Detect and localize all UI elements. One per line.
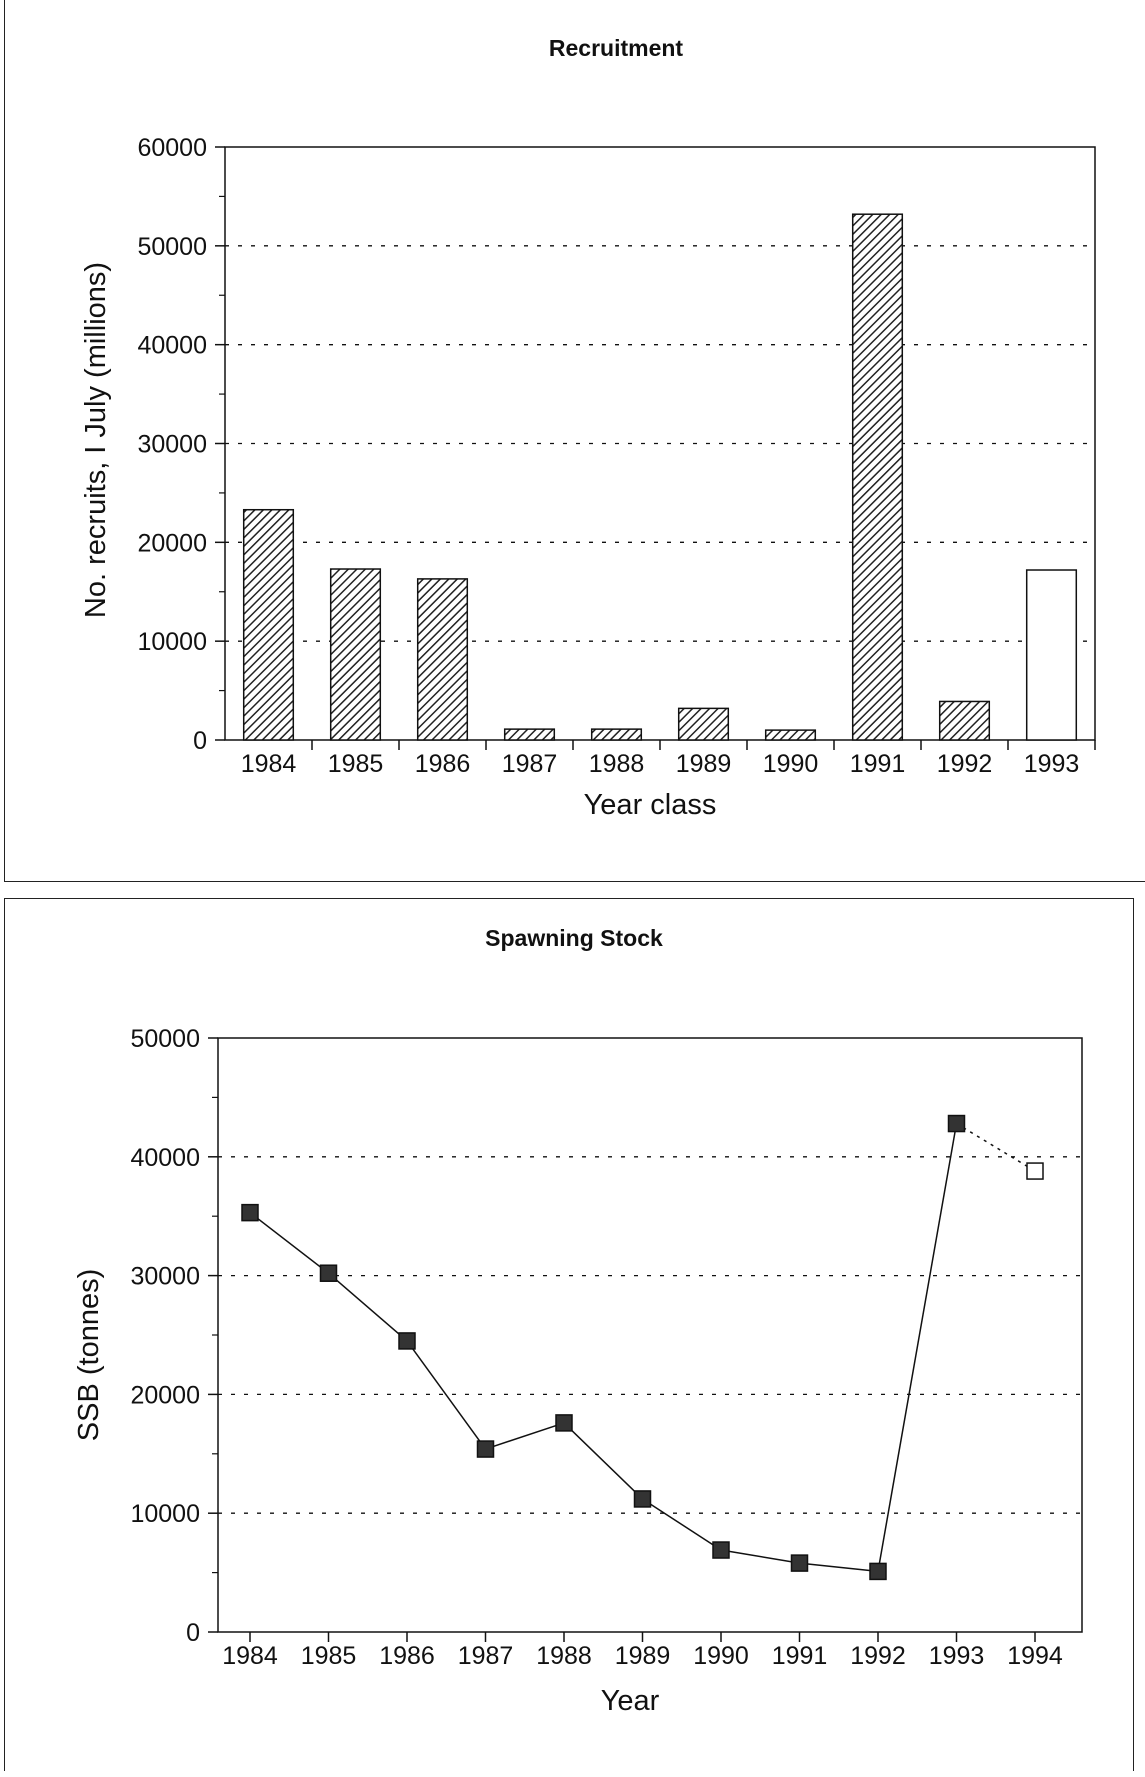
recruitment-x-tick-label: 1993 (1024, 750, 1080, 778)
recruitment-x-tick-label: 1992 (937, 750, 993, 778)
spawning-stock-x-axis-label: Year (601, 1685, 660, 1717)
spawning-stock-point (869, 1562, 887, 1581)
spawning-stock-y-tick-label: 40000 (130, 1144, 200, 1172)
recruitment-x-tick-label: 1989 (676, 750, 732, 778)
recruitment-bar (938, 700, 991, 741)
recruitment-bar (677, 707, 730, 741)
recruitment-bar (503, 728, 556, 741)
spawning-stock-point (790, 1554, 809, 1572)
spawning-stock-line-segment (720, 1549, 800, 1564)
recruitment-bar (851, 213, 904, 741)
recruitment-y-tick-label: 10000 (137, 628, 207, 656)
recruitment-y-tick-label: 50000 (137, 233, 207, 261)
recruitment-y-tick-label: 60000 (137, 134, 207, 162)
spawning-stock-x-tick-label: 1990 (693, 1642, 749, 1670)
spawning-stock-line-segment (563, 1422, 644, 1500)
recruitment-x-axis-label: Year class (584, 789, 717, 821)
spawning-stock-point (712, 1541, 730, 1559)
recruitment-x-tick-label: 1987 (502, 750, 558, 778)
spawning-stock-y-axis-label: SSB (tonnes) (73, 1269, 105, 1441)
spawning-stock-y-tick-label: 10000 (130, 1500, 200, 1528)
recruitment-x-tick-label: 1990 (763, 750, 819, 778)
spawning-stock-x-tick-label: 1994 (1007, 1642, 1063, 1670)
recruitment-x-tick-label: 1986 (415, 750, 471, 778)
spawning-stock-x-tick-label: 1987 (458, 1642, 514, 1670)
spawning-stock-x-tick-label: 1992 (850, 1642, 906, 1670)
spawning-stock-y-tick-label: 0 (186, 1619, 200, 1647)
recruitment-bar (590, 728, 643, 741)
recruitment-title: Recruitment (549, 35, 684, 61)
spawning-stock-chart: Spawning Stock 0 10000 20000 30000 40000 5000… (73, 925, 1083, 1717)
recruitment-bar (764, 729, 817, 741)
spawning-stock-line-segment (877, 1123, 958, 1572)
spawning-stock-point (633, 1490, 652, 1508)
spawning-stock-line-segment (642, 1498, 722, 1551)
recruitment-bar (416, 578, 469, 741)
spawning-stock-y-tick-label: 50000 (130, 1025, 200, 1053)
spawning-stock-x-tick-label: 1985 (301, 1642, 357, 1670)
spawning-stock-x-tick-label: 1993 (929, 1642, 985, 1670)
spawning-stock-point (1026, 1162, 1044, 1180)
spawning-stock-y-tick-label: 20000 (130, 1381, 200, 1409)
recruitment-y-tick-label: 0 (193, 727, 207, 755)
spawning-stock-x-tick-label: 1988 (536, 1642, 592, 1670)
spawning-stock-x-tick-label: 1984 (222, 1642, 278, 1670)
recruitment-y-tick-label: 40000 (137, 332, 207, 360)
recruitment-x-tick-label: 1988 (589, 750, 645, 778)
spawning-stock-title: Spawning Stock (485, 925, 663, 951)
spawning-stock-panel (4, 898, 1134, 1771)
spawning-stock-line-segment (799, 1562, 879, 1573)
spawning-stock-x-tick-label: 1991 (772, 1642, 828, 1670)
spawning-stock-point (947, 1114, 966, 1133)
spawning-stock-line-segment (956, 1122, 1036, 1172)
recruitment-y-tick-label: 20000 (137, 529, 207, 557)
spawning-stock-point (476, 1440, 495, 1458)
spawning-stock-line-segment (485, 1422, 565, 1450)
spawning-stock-line-segment (249, 1212, 329, 1274)
spawning-stock-x-tick-label: 1986 (379, 1642, 435, 1670)
recruitment-bar (242, 508, 295, 741)
recruitment-chart: Recruitment 0 10000 20000 30000 40000 50000 60… (80, 35, 1096, 821)
spawning-stock-line-segment (406, 1340, 487, 1450)
spawning-stock-point (555, 1414, 573, 1432)
spawning-stock-point (319, 1264, 338, 1282)
recruitment-x-tick-label: 1985 (328, 750, 384, 778)
spawning-stock-point (241, 1203, 259, 1222)
recruitment-x-tick-label: 1991 (850, 750, 906, 778)
spawning-stock-point (398, 1332, 416, 1350)
recruitment-bar (329, 568, 382, 741)
spawning-stock-x-tick-label: 1989 (615, 1642, 671, 1670)
spawning-stock-y-tick-label: 30000 (130, 1263, 200, 1291)
recruitment-bar (1025, 569, 1078, 741)
spawning-stock-line-segment (328, 1272, 408, 1342)
recruitment-x-tick-label: 1984 (241, 750, 297, 778)
recruitment-y-tick-label: 30000 (137, 431, 207, 459)
recruitment-y-axis-label: No. recruits, I July (millions) (80, 262, 112, 618)
